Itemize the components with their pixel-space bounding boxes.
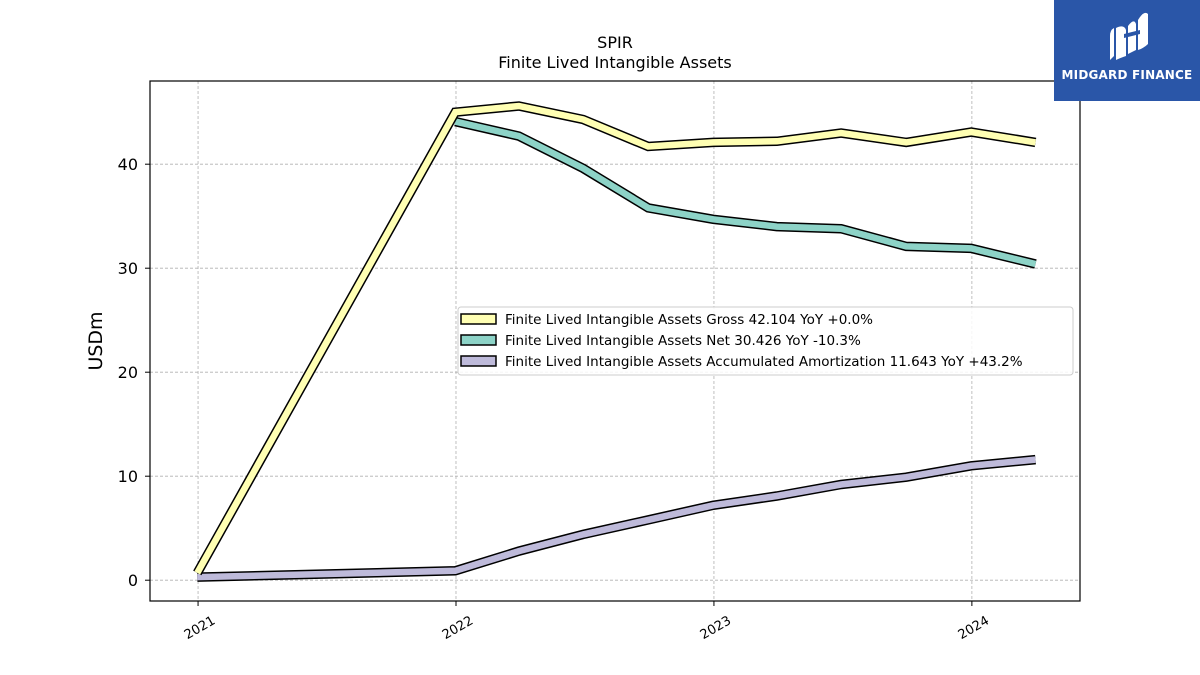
x-tick-label: 2022 xyxy=(440,613,476,643)
brand-logo: MIDGARD FINANCE xyxy=(1054,0,1200,101)
plot-frame xyxy=(149,80,1081,602)
series-line xyxy=(454,118,1037,268)
y-tick-label: 40 xyxy=(118,155,138,174)
legend-entry: Finite Lived Intangible Assets Gross 42.… xyxy=(505,312,873,328)
x-tick-label: 2023 xyxy=(698,613,734,643)
legend: Finite Lived Intangible Assets Gross 42.… xyxy=(457,306,1074,376)
y-tick-label: 30 xyxy=(118,259,138,278)
y-axis: 0 10 20 30 40 xyxy=(118,155,150,590)
series-line xyxy=(194,102,1037,575)
y-axis-label: USDm xyxy=(85,311,107,370)
x-tick-label: 2024 xyxy=(956,613,992,643)
series-line xyxy=(197,456,1036,581)
legend-swatch xyxy=(460,313,497,325)
y-tick-label: 10 xyxy=(118,467,138,486)
y-tick-label: 20 xyxy=(118,363,138,382)
x-tick-label: 2021 xyxy=(182,613,218,643)
chart-subtitle: Finite Lived Intangible Assets xyxy=(498,53,731,72)
logo-text: MIDGARD FINANCE xyxy=(1061,68,1193,82)
midgard-logo-icon xyxy=(1110,12,1148,60)
legend-swatch xyxy=(460,334,497,346)
legend-swatch xyxy=(460,355,497,367)
x-axis: 2021 2022 2023 2024 xyxy=(182,601,992,643)
y-tick-label: 0 xyxy=(128,571,138,590)
chart-title: SPIR xyxy=(597,33,633,52)
legend-box xyxy=(457,306,1074,376)
legend-entry: Finite Lived Intangible Assets Net 30.42… xyxy=(505,333,861,349)
series-layer xyxy=(193,101,1037,582)
legend-entry: Finite Lived Intangible Assets Accumulat… xyxy=(505,354,1023,370)
